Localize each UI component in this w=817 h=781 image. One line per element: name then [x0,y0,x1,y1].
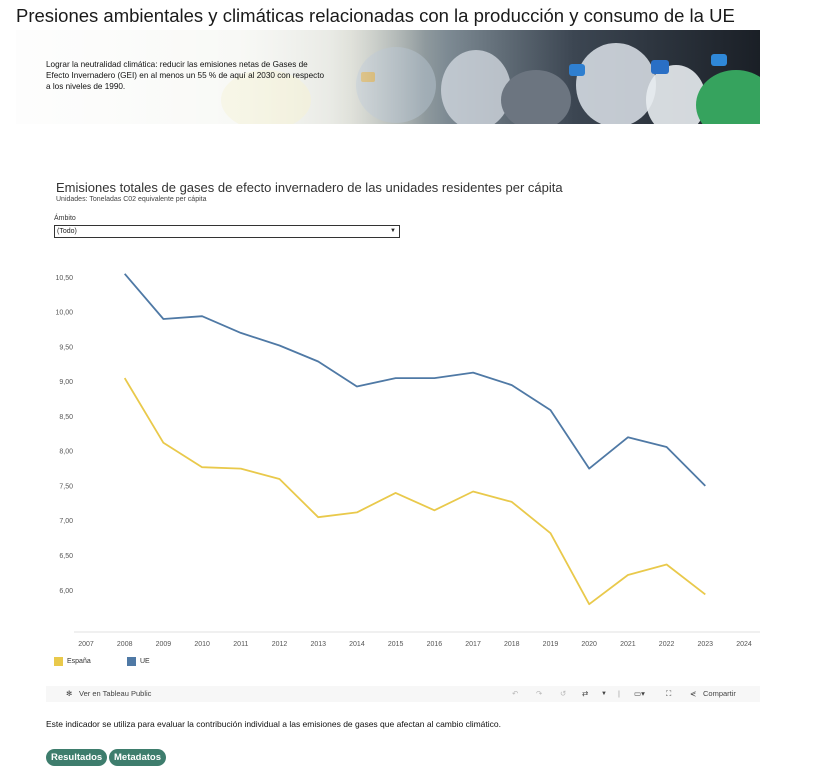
chart-units: Unidades: Toneladas C02 equivalente per … [56,196,207,203]
redo-icon[interactable]: ↷ [536,689,543,698]
tableau-toolbar: ✻ Ver en Tableau Public ↶ ↷ ↺ ⇄ ▼ | ▭▾ ⛶… [46,686,760,702]
select-value: (Todo) [57,228,77,235]
y-tick-label: 10,00 [55,310,73,317]
x-tick-label: 2015 [388,641,404,648]
share-icon[interactable]: ⋞ [690,689,697,698]
series-line-0[interactable] [123,377,706,606]
y-tick-label: 10,50 [55,275,73,282]
share-button[interactable]: Compartir [703,689,736,698]
y-tick-label: 8,00 [59,449,73,456]
y-tick-label: 6,00 [59,588,73,595]
y-tick-label: 6,50 [59,553,73,560]
x-tick-label: 2016 [427,641,443,648]
x-tick-label: 2014 [349,641,365,648]
toolbar-divider: | [618,689,620,698]
y-tick-label: 7,00 [59,518,73,525]
results-button[interactable]: Resultados [46,749,108,766]
x-tick-label: 2021 [620,641,636,648]
x-tick-label: 2009 [156,641,172,648]
filter-label: Ámbito [54,215,76,222]
series-line-1[interactable] [124,273,706,487]
x-tick-label: 2020 [581,641,597,648]
refresh-menu-chevron-icon[interactable]: ▼ [601,691,607,697]
x-tick-label: 2008 [117,641,133,648]
download-icon[interactable]: ▭▾ [634,689,645,698]
chevron-down-icon: ▼ [390,228,396,234]
x-tick-label: 2010 [194,641,210,648]
x-tick-label: 2007 [78,641,94,648]
x-tick-label: 2013 [310,641,326,648]
tableau-logo-icon[interactable]: ✻ [66,689,73,698]
header-banner: Lograr la neutralidad climática: reducir… [16,30,760,124]
x-tick-label: 2012 [272,641,288,648]
fullscreen-icon[interactable]: ⛶ [666,689,672,698]
y-tick-label: 7,50 [59,483,73,490]
y-axis: 6,00 6,50 7,00 7,50 8,00 8,50 9,00 9,50 10,00 10,… [55,275,73,595]
indicator-description: Este indicador se utiliza para evaluar l… [46,719,501,729]
x-tick-label: 2011 [233,641,248,648]
undo-icon[interactable]: ↶ [512,689,519,698]
legend-label: España [67,658,91,665]
legend-label: UE [140,658,150,665]
x-axis: 2007 2008 2009 2010 2011 2012 2013 2014 2015 2016… [78,641,752,648]
line-chart: 6,00 6,50 7,00 7,50 8,00 8,50 9,00 9,50 10,00 10,… [55,273,760,648]
x-tick-label: 2018 [504,641,520,648]
x-tick-label: 2017 [465,641,481,648]
x-tick-label: 2024 [736,641,752,648]
chart-title: Emisiones totales de gases de efecto inv… [56,180,563,195]
ambito-select[interactable]: (Todo) ▼ [54,225,400,238]
refresh-icon[interactable]: ⇄ [582,689,589,698]
legend-swatch [127,657,136,666]
revert-icon[interactable]: ↺ [560,689,567,698]
legend-item-espana[interactable]: España [54,657,91,666]
metadata-button[interactable]: Metadatos [109,749,166,766]
page-title: Presiones ambientales y climáticas relac… [16,5,735,26]
x-tick-label: 2019 [543,641,559,648]
x-tick-label: 2023 [698,641,714,648]
x-tick-label: 2022 [659,641,675,648]
banner-text: Lograr la neutralidad climática: reducir… [46,60,325,91]
series-lines [123,273,706,606]
y-tick-label: 8,50 [59,414,73,421]
y-tick-label: 9,00 [59,379,73,386]
y-tick-label: 9,50 [59,344,73,351]
legend-item-ue[interactable]: UE [127,657,150,666]
plastic-bottles-image [16,30,760,124]
legend-swatch [54,657,63,666]
view-in-tableau-link[interactable]: Ver en Tableau Public [79,689,152,698]
